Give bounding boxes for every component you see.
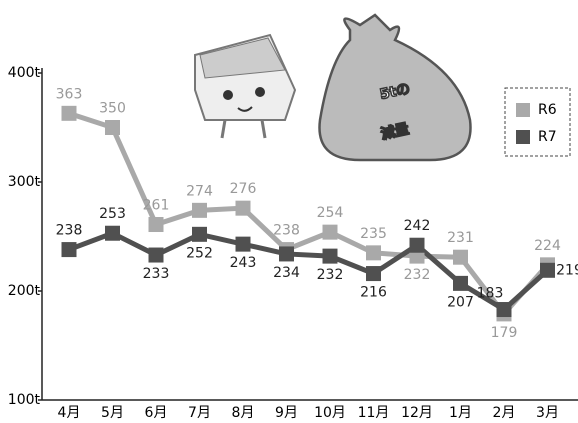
point [409,237,425,253]
legend-label: R7 [538,129,557,145]
point [540,262,555,278]
data-label: 254 [317,205,344,221]
y-tick-label: 300t [8,174,41,190]
legend-box [504,87,571,157]
x-tick-label: 2月 [493,405,516,421]
mascot [194,33,297,139]
data-label: 252 [186,245,213,261]
point [235,236,251,252]
x-tick-label: 12月 [401,405,433,421]
data-label: 350 [99,101,126,117]
data-label: 232 [317,267,344,283]
x-tick-label: 6月 [145,405,168,421]
point [279,246,294,262]
point [453,275,468,291]
data-label: 274 [186,183,213,199]
data-label: 242 [404,218,431,234]
legend-swatch [516,130,530,144]
point [61,242,77,258]
x-tick-label: 9月 [275,405,298,421]
data-label: 224 [534,238,561,254]
data-label: 231 [447,230,474,246]
series-line [68,110,550,318]
annotation: 5tの [378,81,411,103]
x-tick-label: 5月 [101,405,124,421]
point [105,225,120,241]
x-tick-label: 1月 [449,405,472,421]
data-label: 207 [447,294,474,310]
data-label: 179 [491,325,518,341]
data-label: 234 [273,265,300,281]
x-tick-label: 11月 [358,405,390,421]
x-tick-label: 3月 [536,405,559,421]
x-tick-label: 7月 [188,405,211,421]
data-label: 243 [230,255,257,271]
point [366,266,381,282]
y-tick-label: 100t [8,392,41,408]
data-label: 276 [230,181,257,197]
point [192,202,207,218]
point [148,217,164,233]
point [322,224,338,240]
point [235,200,251,216]
x-tick-label: 10月 [314,405,346,421]
y-tick-label: 400t [8,65,41,81]
point [192,226,207,242]
data-label: 238 [273,223,300,239]
point [322,248,338,264]
data-label: 235 [360,226,387,242]
annotation: 減量 [379,120,410,142]
point [496,302,512,318]
data-label: 238 [56,223,83,239]
point [148,247,164,263]
x-tick-label: 4月 [58,405,81,421]
data-label: 219 [556,262,578,278]
point [453,249,468,265]
point [61,105,77,121]
point [366,245,381,261]
data-label: 232 [404,267,431,283]
data-label: 216 [360,285,387,301]
garbage-bag [318,13,472,162]
data-label: 233 [143,266,170,282]
point [105,120,120,135]
x-tick-label: 8月 [232,405,255,421]
data-label: 363 [56,86,83,102]
data-label: 183 [477,286,504,302]
legend-swatch [516,103,530,117]
y-tick-label: 200t [8,283,41,299]
data-label: 261 [143,198,170,214]
data-label: 253 [99,206,126,222]
legend-label: R6 [538,102,557,118]
